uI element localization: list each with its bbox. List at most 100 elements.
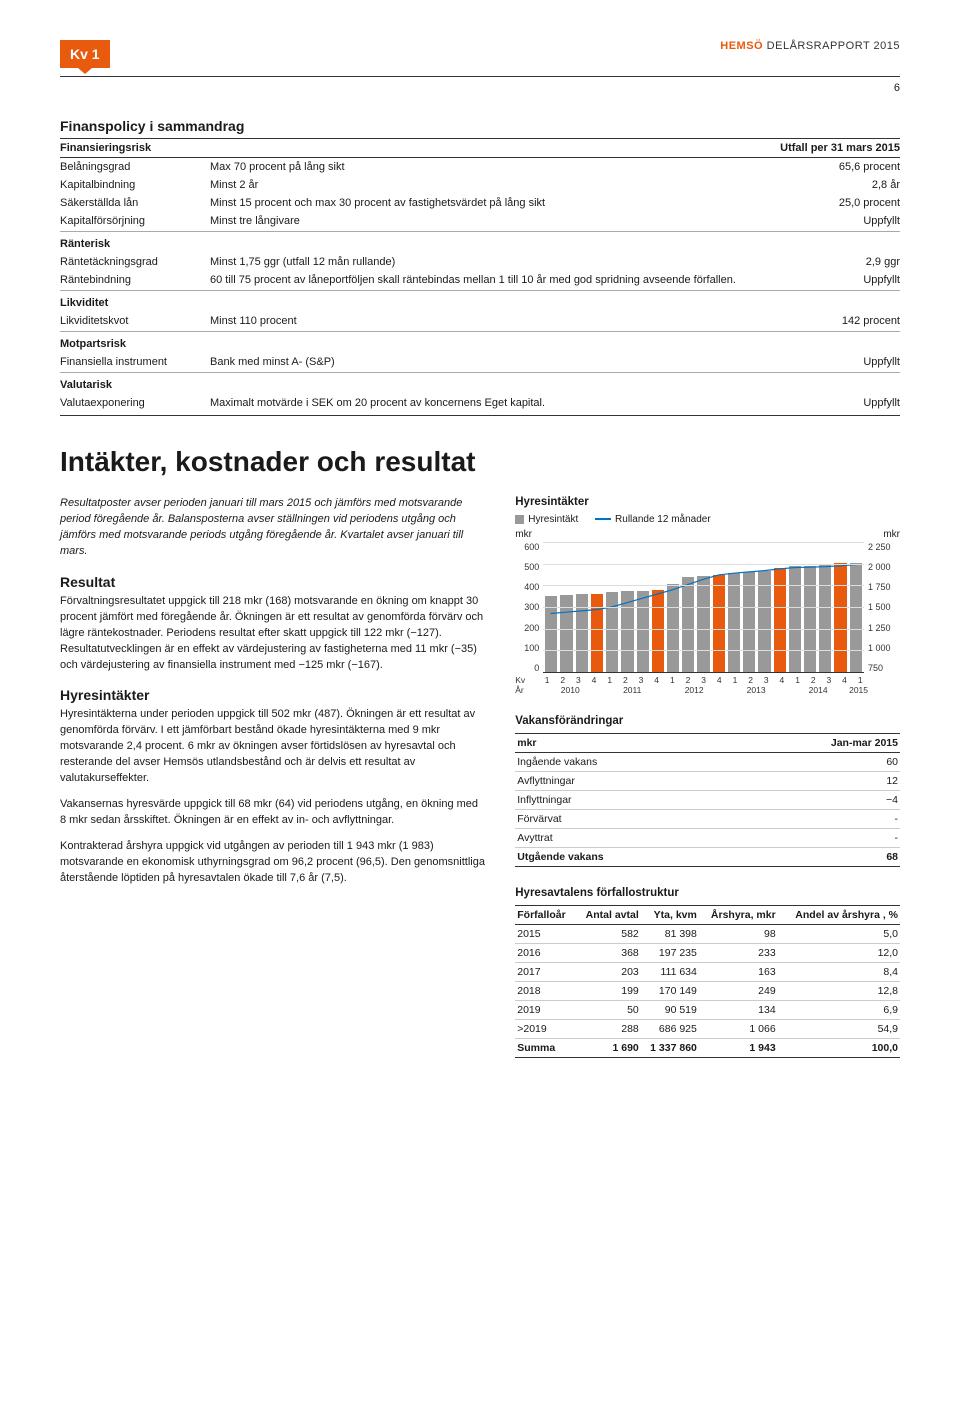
forfall-cell: 368 [575, 944, 640, 963]
forfall-cell: 100,0 [778, 1039, 900, 1058]
policy-row-out: 25,0 procent [760, 194, 900, 212]
forfall-cell: >2019 [515, 1020, 575, 1039]
bar-swatch-icon [515, 515, 524, 524]
policy-title: Finanspolicy i sammandrag [60, 118, 900, 134]
y-left-tick: 600 [515, 542, 539, 552]
x-ar-label: År [515, 685, 539, 695]
forfall-cell: 2016 [515, 944, 575, 963]
forfall-cell: 1 066 [699, 1020, 778, 1039]
y-right-tick: 1 000 [868, 643, 900, 653]
forfall-cell: Summa [515, 1039, 575, 1058]
forfall-cell: 288 [575, 1020, 640, 1039]
policy-row-out: Uppfyllt [760, 212, 900, 232]
forfall-row: 20195090 5191346,9 [515, 1001, 900, 1020]
policy-row: Finansiella instrumentBank med minst A- … [60, 353, 900, 373]
policy-row-label: Finansiella instrument [60, 353, 210, 373]
forfall-col: Årshyra, mkr [699, 906, 778, 925]
policy-row-out: Uppfyllt [760, 353, 900, 373]
likv-title: Likviditet [60, 291, 900, 313]
vacancy-value: 68 [731, 848, 900, 867]
forfall-cell: 1 943 [699, 1039, 778, 1058]
vacancy-row: Inflyttningar−4 [515, 791, 900, 810]
policy-row: Räntebindning60 till 75 procent av lånep… [60, 271, 900, 291]
y-right-tick: 750 [868, 663, 900, 673]
legend-bar-label: Hyresintäkt [528, 514, 578, 525]
brand-name: HEMSÖ [720, 40, 763, 52]
hyres-p3: Kontrakterad årshyra uppgick vid utgånge… [60, 839, 485, 887]
line-swatch-icon [595, 518, 611, 520]
y-left-unit: mkr [515, 529, 532, 540]
hyres-heading: Hyresintäkter [60, 687, 485, 703]
vacancy-row: Förvärvat- [515, 810, 900, 829]
policy-row-req: Minst 110 procent [210, 312, 760, 332]
policy-row-label: Kapitalbindning [60, 176, 210, 194]
policy-col1: Finansieringsrisk [60, 139, 210, 158]
forfall-col: Antal avtal [575, 906, 640, 925]
vacancy-label: Avflyttningar [515, 772, 730, 791]
page-number: 6 [60, 76, 900, 94]
policy-row: ValutaexponeringMaximalt motvärde i SEK … [60, 394, 900, 416]
x-year-label: 2012 [663, 685, 725, 695]
resultat-heading: Resultat [60, 574, 485, 590]
forfall-cell: 6,9 [778, 1001, 900, 1020]
forfall-col: Yta, kvm [641, 906, 699, 925]
hyres-p2: Vakansernas hyresvärde uppgick till 68 m… [60, 797, 485, 829]
y-right-tick: 1 250 [868, 623, 900, 633]
policy-row-req: Minst tre långivare [210, 212, 760, 232]
forfall-cell: 2018 [515, 982, 575, 1001]
ranterisk-title: Ränterisk [60, 232, 900, 254]
chart-title: Hyresintäkter [515, 496, 900, 508]
policy-row-label: Kapitalförsörjning [60, 212, 210, 232]
vacancy-title: Vakansförändringar [515, 715, 900, 727]
policy-row-label: Säkerställda lån [60, 194, 210, 212]
y-right-tick: 1 750 [868, 582, 900, 592]
chart-legend: Hyresintäkt Rullande 12 månader [515, 514, 900, 525]
forfall-cell: 197 235 [641, 944, 699, 963]
main-heading: Intäkter, kostnader och resultat [60, 446, 900, 478]
vacancy-row: Avyttrat- [515, 829, 900, 848]
vacancy-label: Förvärvat [515, 810, 730, 829]
vacancy-value: 60 [731, 753, 900, 772]
vacancy-col-mkr: mkr [515, 734, 730, 753]
forfall-col: Andel av årshyra , % [778, 906, 900, 925]
policy-row-label: Räntebindning [60, 271, 210, 291]
policy-row-req: Maximalt motvärde i SEK om 20 procent av… [210, 394, 760, 416]
hyres-p1: Hyresintäkterna under perioden uppgick t… [60, 707, 485, 787]
forfall-table: FörfalloårAntal avtalYta, kvmÅrshyra, mk… [515, 905, 900, 1058]
vacancy-value: - [731, 810, 900, 829]
policy-table: Finansieringsrisk Utfall per 31 mars 201… [60, 138, 900, 416]
forfall-cell: 90 519 [641, 1001, 699, 1020]
forfall-cell: 111 634 [641, 963, 699, 982]
policy-row-req: Minst 15 procent och max 30 procent av f… [210, 194, 760, 212]
forfall-cell: 233 [699, 944, 778, 963]
policy-row-out: Uppfyllt [760, 394, 900, 416]
y-left-tick: 300 [515, 602, 539, 612]
forfall-row: 201558281 398985,0 [515, 925, 900, 944]
vacancy-col-period: Jan-mar 2015 [731, 734, 900, 753]
forfall-cell: 8,4 [778, 963, 900, 982]
forfall-cell: 163 [699, 963, 778, 982]
policy-row-label: Räntetäckningsgrad [60, 253, 210, 271]
forfall-cell: 134 [699, 1001, 778, 1020]
vacancy-value: 12 [731, 772, 900, 791]
y-left-tick: 200 [515, 623, 539, 633]
forfall-title: Hyresavtalens förfallostruktur [515, 887, 900, 899]
vacancy-label: Ingående vakans [515, 753, 730, 772]
vacancy-row: Avflyttningar12 [515, 772, 900, 791]
vacancy-value: −4 [731, 791, 900, 810]
forfall-cell: 2015 [515, 925, 575, 944]
quarter-badge: Kv 1 [60, 40, 110, 68]
vacancy-value: - [731, 829, 900, 848]
vacancy-label: Utgående vakans [515, 848, 730, 867]
vacancy-label: Inflyttningar [515, 791, 730, 810]
y-right-tick: 2 000 [868, 562, 900, 572]
forfall-row: Summa1 6901 337 8601 943100,0 [515, 1039, 900, 1058]
x-year-label: 2015 [849, 685, 868, 695]
forfall-cell: 81 398 [641, 925, 699, 944]
x-year-label: 2011 [601, 685, 663, 695]
y-axis-right: 2 2502 0001 7501 5001 2501 000750 [864, 542, 900, 673]
mot-title: Motpartsrisk [60, 332, 900, 354]
forfall-cell: 2019 [515, 1001, 575, 1020]
revenue-chart: Hyresintäkt Rullande 12 månader mkr mkr … [515, 514, 900, 695]
forfall-cell: 50 [575, 1001, 640, 1020]
